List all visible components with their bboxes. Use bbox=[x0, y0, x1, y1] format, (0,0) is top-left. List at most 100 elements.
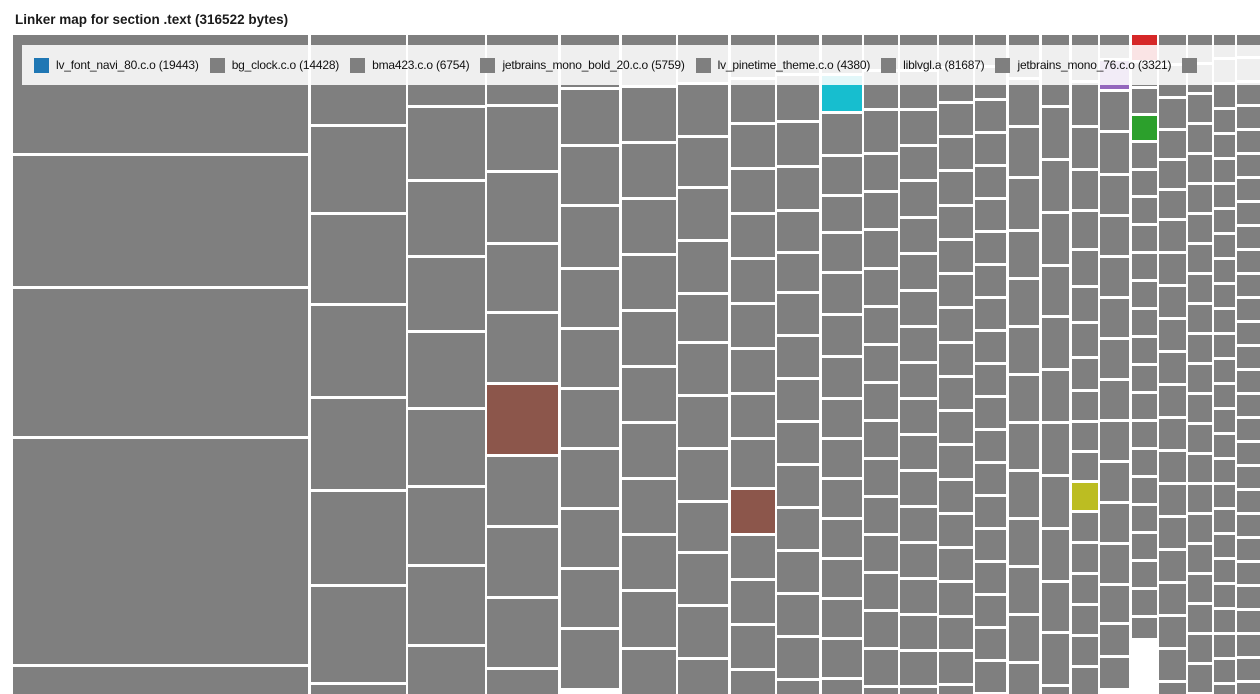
treemap-cell bbox=[1009, 616, 1039, 661]
treemap-cell bbox=[1132, 562, 1157, 587]
treemap-cell bbox=[408, 647, 485, 694]
treemap-cell bbox=[487, 385, 558, 454]
treemap-cell bbox=[311, 587, 406, 682]
treemap-cell bbox=[939, 172, 973, 204]
treemap-cell bbox=[975, 299, 1006, 329]
treemap-cell bbox=[975, 662, 1006, 692]
treemap-cell bbox=[864, 384, 898, 419]
treemap-cell bbox=[777, 254, 819, 291]
treemap-cell bbox=[1214, 385, 1235, 407]
treemap-cell bbox=[864, 574, 898, 609]
treemap-cell bbox=[561, 330, 619, 387]
treemap-cell bbox=[1237, 539, 1260, 560]
treemap-cell bbox=[1188, 665, 1212, 692]
treemap-cell bbox=[1009, 128, 1039, 176]
treemap-cell bbox=[777, 212, 819, 251]
treemap-cell bbox=[864, 111, 898, 152]
treemap-cell bbox=[777, 337, 819, 377]
treemap-cell bbox=[1159, 419, 1186, 449]
treemap-cell bbox=[311, 685, 406, 694]
treemap-cell bbox=[487, 314, 558, 382]
treemap-cell bbox=[1009, 80, 1039, 125]
legend-swatch-icon bbox=[1182, 57, 1198, 73]
treemap-cell bbox=[975, 101, 1006, 131]
treemap-cell bbox=[1237, 683, 1260, 694]
treemap-cell bbox=[822, 114, 862, 154]
treemap-cell bbox=[622, 200, 676, 253]
treemap-cell bbox=[975, 629, 1006, 659]
treemap-cell bbox=[864, 460, 898, 495]
treemap-cell bbox=[1188, 95, 1212, 122]
treemap-cell bbox=[939, 652, 973, 683]
treemap-cell bbox=[1188, 605, 1212, 632]
treemap-cell bbox=[1214, 460, 1235, 482]
treemap-cell bbox=[777, 509, 819, 549]
treemap-cell bbox=[1188, 455, 1212, 482]
treemap-cell bbox=[678, 450, 728, 500]
treemap-cell bbox=[864, 536, 898, 571]
treemap-cell bbox=[975, 167, 1006, 197]
treemap-cell bbox=[777, 552, 819, 592]
treemap-cell bbox=[1159, 254, 1186, 284]
treemap-cell bbox=[1237, 323, 1260, 344]
treemap-cell bbox=[1042, 161, 1069, 211]
treemap-cell bbox=[1214, 335, 1235, 357]
treemap-cell bbox=[1072, 453, 1098, 480]
treemap-cell bbox=[939, 686, 973, 694]
treemap-cell bbox=[1072, 212, 1098, 248]
treemap-cell bbox=[939, 344, 973, 375]
treemap-cell bbox=[561, 630, 619, 688]
treemap-cell bbox=[939, 104, 973, 135]
treemap-cell bbox=[1009, 520, 1039, 565]
treemap-cell bbox=[1159, 683, 1186, 694]
treemap-cell bbox=[1159, 320, 1186, 350]
treemap-cell bbox=[1100, 545, 1129, 583]
treemap-cell bbox=[622, 368, 676, 421]
treemap-cell bbox=[1237, 203, 1260, 224]
treemap-cell bbox=[1009, 280, 1039, 325]
treemap-cell bbox=[822, 316, 862, 355]
treemap-cell bbox=[939, 378, 973, 409]
treemap-cell bbox=[1100, 504, 1129, 542]
treemap-cell bbox=[622, 256, 676, 309]
treemap-cell bbox=[939, 241, 973, 272]
treemap-cell bbox=[1159, 650, 1186, 680]
legend-item: lv_pinetime_theme.c.o (4380) bbox=[695, 57, 870, 73]
treemap-cell bbox=[864, 650, 898, 685]
treemap-cell bbox=[622, 88, 676, 141]
treemap-cell bbox=[900, 472, 937, 505]
treemap-cell bbox=[939, 138, 973, 169]
treemap-cell bbox=[1214, 285, 1235, 307]
treemap-cell bbox=[678, 242, 728, 292]
treemap-cell bbox=[1132, 450, 1157, 475]
treemap-cell bbox=[1042, 634, 1069, 684]
treemap-cell bbox=[1237, 227, 1260, 248]
treemap-cell bbox=[822, 600, 862, 637]
treemap-cell bbox=[678, 85, 728, 135]
treemap-cell bbox=[731, 626, 775, 668]
treemap-cell bbox=[1214, 585, 1235, 607]
treemap-cell bbox=[678, 660, 728, 694]
treemap-cell bbox=[1159, 221, 1186, 251]
treemap-cell bbox=[13, 156, 308, 286]
treemap-cell bbox=[1072, 359, 1098, 389]
treemap-cell bbox=[1132, 618, 1157, 638]
legend-label: jetbrains_mono_76.c.o (3321) bbox=[1017, 58, 1172, 72]
treemap-cell bbox=[900, 616, 937, 649]
treemap-cell bbox=[777, 466, 819, 506]
treemap-cell bbox=[408, 258, 485, 330]
treemap-cell bbox=[1159, 287, 1186, 317]
treemap-cell bbox=[1214, 410, 1235, 432]
treemap-cell bbox=[1132, 254, 1157, 279]
treemap-cell bbox=[1237, 179, 1260, 200]
treemap-cell bbox=[408, 488, 485, 564]
treemap-cell bbox=[731, 581, 775, 623]
treemap-cell bbox=[1214, 610, 1235, 632]
treemap-cell bbox=[408, 333, 485, 407]
treemap-cell bbox=[1159, 99, 1186, 128]
treemap-cell bbox=[939, 446, 973, 478]
treemap-cell bbox=[1072, 483, 1098, 510]
treemap-cell bbox=[864, 155, 898, 190]
treemap-cell bbox=[822, 274, 862, 313]
treemap-cell bbox=[1159, 191, 1186, 218]
